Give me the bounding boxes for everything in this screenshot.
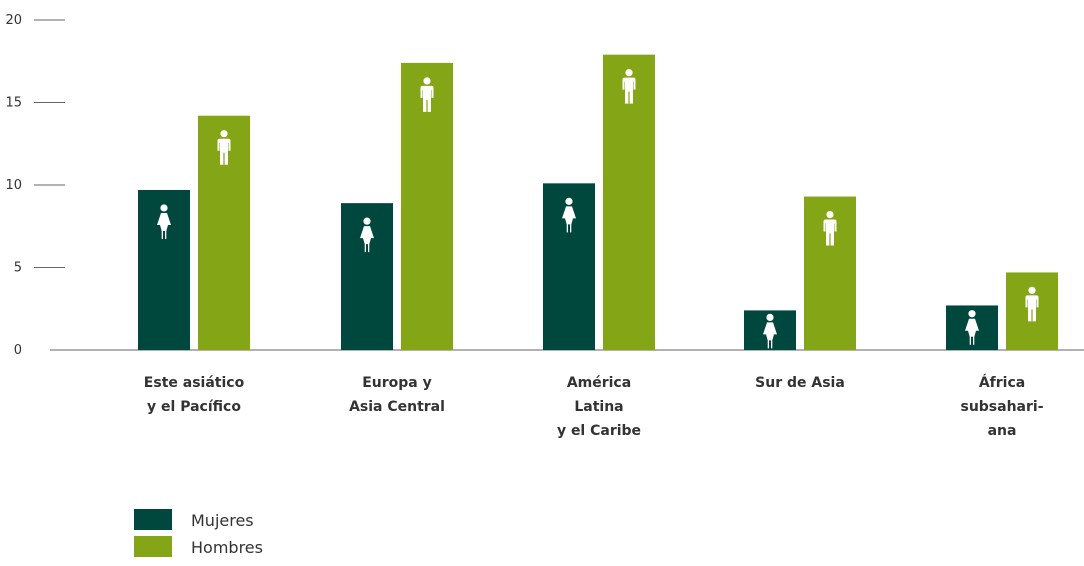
bar-mujeres: [341, 203, 393, 350]
y-tick-label: 5: [14, 261, 22, 276]
legend-swatch-mujeres: [134, 509, 172, 530]
bar-hombres: [603, 54, 655, 351]
y-tick-label: 20: [5, 13, 22, 28]
y-tick-label: 10: [5, 178, 22, 193]
category-label: Sur de Asia: [755, 375, 845, 391]
category-label: Este asiático y el Pacífico: [144, 375, 245, 415]
bar-hombres: [198, 115, 250, 350]
bar-hombres: [401, 62, 453, 351]
bar-hombres: [1006, 272, 1058, 350]
category-label: América Latina y el Caribe: [557, 375, 641, 439]
category-labels: Este asiático y el Pacífico Europa y Asia C…: [144, 374, 1044, 439]
legend: Mujeres Hombres: [134, 509, 263, 557]
y-tick-label: 15: [5, 96, 22, 111]
category-label: África subsahari-ana: [960, 374, 1043, 439]
category-label: Europa y Asia Central: [349, 375, 445, 415]
bars: [138, 54, 1058, 351]
y-tick-label: 0: [14, 343, 22, 358]
legend-label-hombres: Hombres: [191, 538, 263, 557]
legend-swatch-hombres: [134, 536, 172, 557]
legend-label-mujeres: Mujeres: [191, 511, 254, 530]
